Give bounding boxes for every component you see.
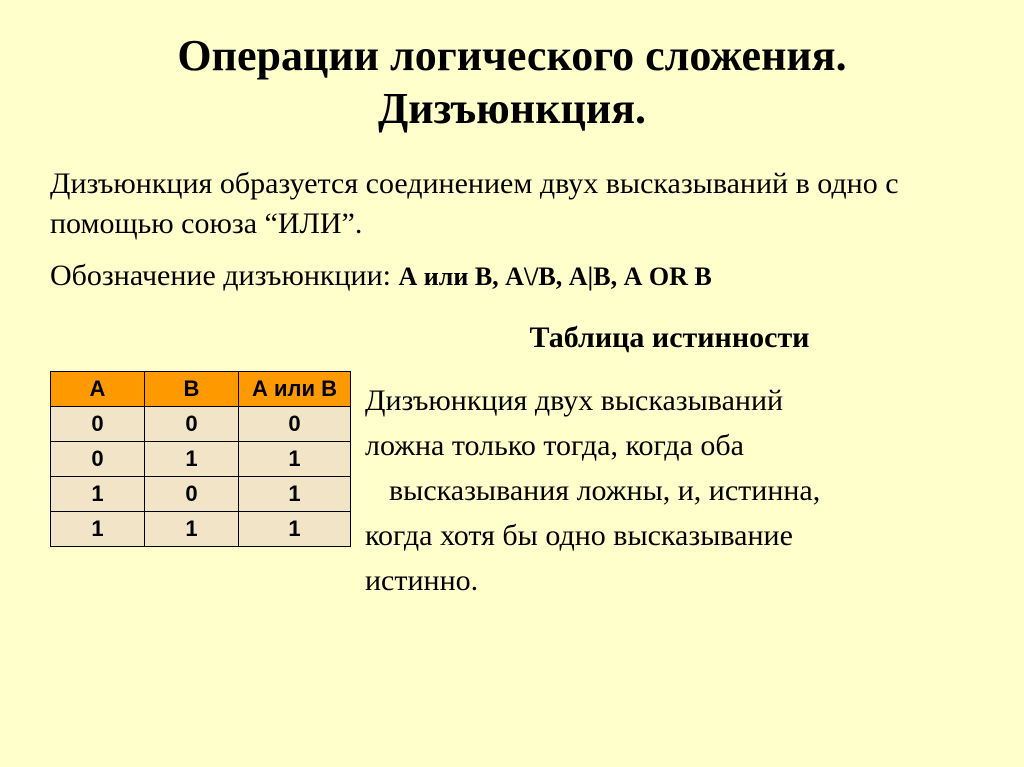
table-cell: 1 xyxy=(239,511,351,546)
table-cell: 0 xyxy=(145,406,239,441)
table-cell: 0 xyxy=(51,441,145,476)
rule-line-3-text: высказывания ложны, и, истинна, xyxy=(365,474,820,507)
table-row: 1 0 1 xyxy=(51,476,351,511)
definition-term: Дизъюнкция xyxy=(50,167,212,200)
table-row: 0 1 1 xyxy=(51,441,351,476)
table-cell: 0 xyxy=(145,476,239,511)
rule-line-1-rest: двух высказываний xyxy=(527,384,783,417)
table-cell: 1 xyxy=(239,441,351,476)
table-row: 1 1 1 xyxy=(51,511,351,546)
table-row: 0 0 0 xyxy=(51,406,351,441)
rule-line-1: Дизъюнкция двух высказываний xyxy=(365,378,974,423)
table-cell: 1 xyxy=(239,476,351,511)
table-header-row: А В А или В xyxy=(51,371,351,406)
content-row: А В А или В 0 0 0 0 1 1 1 0 xyxy=(50,315,974,603)
rule-line-2: ложна только тогда, когда оба xyxy=(365,423,974,468)
truth-table-block: А В А или В 0 0 0 0 1 1 1 0 xyxy=(50,371,351,547)
subtitle: Таблица истинности xyxy=(365,315,974,360)
table-cell: 1 xyxy=(51,476,145,511)
table-cell: 1 xyxy=(145,441,239,476)
table-cell: 1 xyxy=(51,511,145,546)
table-header: В xyxy=(145,371,239,406)
rule-line-3: высказывания ложны, и, истинна, xyxy=(365,468,974,513)
notation-line: Обозначение дизъюнкции: А или В, А\/В, А… xyxy=(50,259,974,293)
table-header: А xyxy=(51,371,145,406)
definition-paragraph: Дизъюнкция образуется соединением двух в… xyxy=(50,164,974,245)
rule-term: Дизъюнкция xyxy=(365,384,527,417)
rule-line-5: истинно. xyxy=(365,558,974,603)
table-cell: 0 xyxy=(51,406,145,441)
truth-table: А В А или В 0 0 0 0 1 1 1 0 xyxy=(50,371,351,547)
rule-text-block: Таблица истинности Дизъюнкция двух выска… xyxy=(365,315,974,603)
page-title: Операции логического сложения. Дизъюнкци… xyxy=(50,30,974,136)
table-header: А или В xyxy=(239,371,351,406)
table-cell: 1 xyxy=(145,511,239,546)
notation-text: А или В, А\/В, А|В, А OR В xyxy=(399,262,712,291)
rule-line-4: когда хотя бы одно высказывание xyxy=(365,513,974,558)
notation-label: Обозначение дизъюнкции: xyxy=(50,259,399,292)
table-cell: 0 xyxy=(239,406,351,441)
